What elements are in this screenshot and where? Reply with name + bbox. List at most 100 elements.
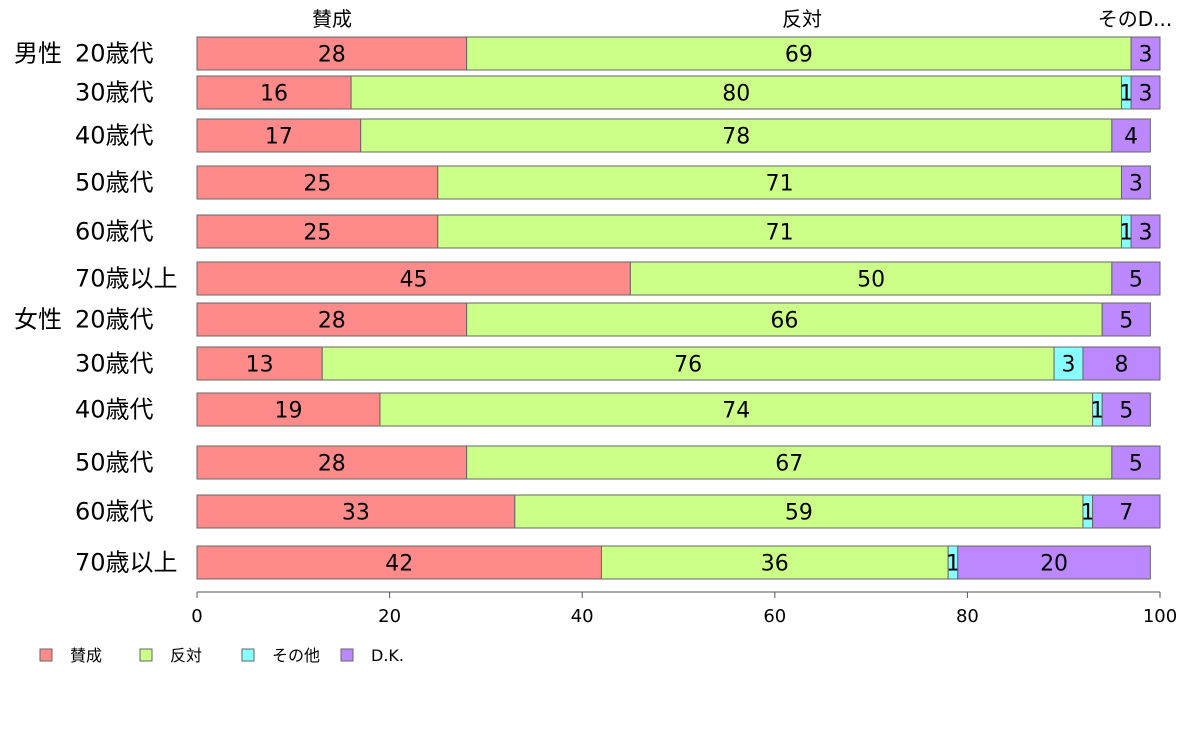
data-label: 71 — [766, 172, 794, 197]
data-label: 33 — [342, 501, 370, 526]
data-label: 8 — [1114, 353, 1128, 378]
category-label: 20歳代 — [75, 40, 154, 68]
legend-swatch — [39, 648, 53, 662]
data-label: 45 — [400, 268, 428, 293]
data-label: 42 — [385, 552, 413, 577]
bar-segment — [466, 445, 1113, 480]
x-tick-label: 60 — [763, 606, 786, 627]
series-header-labels: 賛成 反対 そのD... — [312, 7, 1172, 31]
data-label: 3 — [1139, 221, 1153, 246]
data-label: 67 — [775, 452, 803, 477]
category-label: 40歳代 — [75, 396, 154, 424]
bar-segment — [466, 36, 1132, 71]
category-label: 30歳代 — [75, 79, 154, 107]
data-label: 3 — [1139, 82, 1153, 107]
legend-label: D.K. — [371, 646, 404, 665]
bar-segment — [196, 214, 439, 249]
bar-segment — [1111, 445, 1161, 480]
data-label: 28 — [318, 309, 346, 334]
bar-segment — [466, 302, 1103, 337]
legend-label: その他 — [272, 646, 320, 665]
data-label: 3 — [1062, 353, 1076, 378]
data-label: 1 — [946, 552, 960, 577]
data-label: 3 — [1129, 172, 1143, 197]
bar-segment — [600, 545, 949, 580]
series-header-label: そのD... — [1098, 7, 1172, 31]
x-tick-label: 0 — [191, 606, 202, 627]
bar-segment — [1101, 302, 1151, 337]
data-label: 69 — [785, 43, 813, 68]
data-label: 5 — [1129, 452, 1143, 477]
data-label: 66 — [770, 309, 798, 334]
category-label: 70歳以上 — [75, 265, 178, 293]
data-label: 1 — [1119, 82, 1133, 107]
bar-segment — [321, 346, 1055, 381]
bar-segment — [196, 261, 631, 296]
data-label: 50 — [857, 268, 885, 293]
legend-swatch — [139, 648, 153, 662]
x-axis: 0 20 40 60 80 100 — [191, 591, 1177, 627]
bar-segment — [957, 545, 1151, 580]
bar-segment — [437, 214, 1122, 249]
data-label: 71 — [766, 221, 794, 246]
data-label: 74 — [722, 399, 750, 424]
data-label: 36 — [761, 552, 789, 577]
legend-swatch — [340, 648, 354, 662]
bar-segment — [1082, 346, 1161, 381]
bar-segment — [1101, 392, 1151, 427]
data-label: 76 — [674, 353, 702, 378]
bars: 28 69 316 80 1 317 78 425 71 325 71 1 345 50 528 66 513 7… — [196, 36, 1161, 580]
data-label: 17 — [265, 125, 293, 150]
bar-segment — [437, 165, 1122, 200]
data-label: 28 — [318, 452, 346, 477]
bar-segment — [196, 392, 381, 427]
data-label: 16 — [260, 82, 288, 107]
bar-segment — [196, 36, 468, 71]
data-label: 4 — [1124, 125, 1138, 150]
data-label: 13 — [246, 353, 274, 378]
bar-segment — [379, 392, 1094, 427]
bar-segment — [196, 445, 468, 480]
x-tick-label: 100 — [1143, 606, 1177, 627]
data-label: 28 — [318, 43, 346, 68]
bar-segment — [514, 494, 1084, 529]
data-label: 80 — [722, 82, 750, 107]
bar-segment — [350, 75, 1122, 110]
bar-segment — [196, 346, 323, 381]
series-header-label: 賛成 — [312, 7, 352, 31]
category-label: 60歳代 — [75, 498, 154, 526]
data-label: 1 — [1081, 501, 1095, 526]
category-label: 50歳代 — [75, 169, 154, 197]
group-label: 男性 — [14, 40, 62, 68]
data-label: 5 — [1119, 399, 1133, 424]
data-label: 5 — [1129, 268, 1143, 293]
x-tick-label: 20 — [378, 606, 401, 627]
bar-segment — [196, 118, 362, 153]
legend-swatch — [241, 648, 255, 662]
bar-segment — [1130, 75, 1161, 110]
data-label: 59 — [785, 501, 813, 526]
bar-segment — [1053, 346, 1084, 381]
bar-segment — [360, 118, 1113, 153]
bar-segment — [1092, 494, 1161, 529]
category-label: 20歳代 — [75, 306, 154, 334]
data-label: 7 — [1119, 501, 1133, 526]
legend-label: 賛成 — [70, 646, 102, 665]
bar-segment — [629, 261, 1113, 296]
x-tick-label: 40 — [571, 606, 594, 627]
data-label: 78 — [722, 125, 750, 150]
category-label: 60歳代 — [75, 218, 154, 246]
bar-segment — [1111, 261, 1161, 296]
x-tick-label: 80 — [956, 606, 979, 627]
bar-segment — [196, 545, 602, 580]
data-label: 1 — [1090, 399, 1104, 424]
data-label: 20 — [1040, 552, 1068, 577]
bar-segment — [196, 302, 468, 337]
data-label: 19 — [274, 399, 302, 424]
category-label: 30歳代 — [75, 350, 154, 378]
bar-segment — [1130, 214, 1161, 249]
category-label: 50歳代 — [75, 449, 154, 477]
data-label: 25 — [303, 172, 331, 197]
